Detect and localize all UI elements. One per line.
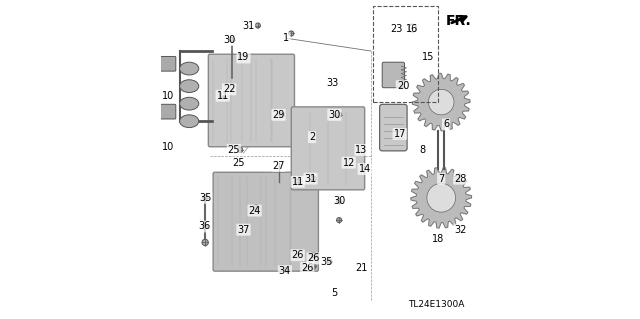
FancyBboxPatch shape [213,172,319,271]
FancyBboxPatch shape [380,104,407,151]
Text: 20: 20 [397,81,409,91]
Text: 29: 29 [273,110,285,120]
Circle shape [337,198,342,204]
Text: 31: 31 [304,174,317,184]
Text: 26: 26 [307,253,320,263]
Circle shape [295,179,300,184]
Text: 35: 35 [320,256,333,267]
Text: 27: 27 [272,161,285,171]
Circle shape [237,147,243,152]
Circle shape [279,112,284,117]
Circle shape [311,253,316,258]
Text: FR.: FR. [445,14,471,28]
Circle shape [230,37,235,42]
Text: 33: 33 [326,78,339,88]
Circle shape [253,205,259,210]
Circle shape [428,89,454,115]
Circle shape [327,259,332,264]
Text: 19: 19 [237,52,250,63]
Text: 2: 2 [309,132,315,142]
Text: 11: 11 [292,177,304,187]
Ellipse shape [180,62,199,75]
Text: 18: 18 [432,234,444,244]
Ellipse shape [180,97,199,110]
Text: 37: 37 [237,225,250,235]
Text: 12: 12 [342,158,355,168]
Ellipse shape [180,80,199,93]
Text: 32: 32 [454,225,467,235]
Text: 21: 21 [355,263,367,273]
Circle shape [337,218,342,223]
Text: 7: 7 [438,174,444,184]
Text: 30: 30 [328,110,340,120]
Text: 26: 26 [291,250,304,260]
Text: 16: 16 [406,24,419,34]
Text: 25: 25 [228,145,240,155]
FancyBboxPatch shape [209,54,294,147]
Text: 5: 5 [332,288,337,298]
Text: 10: 10 [163,91,175,101]
Bar [372,6,438,102]
FancyBboxPatch shape [156,56,176,71]
FancyBboxPatch shape [291,107,365,190]
FancyBboxPatch shape [156,104,176,119]
Circle shape [203,195,208,200]
Circle shape [202,239,209,246]
Text: 24: 24 [248,205,260,216]
Circle shape [337,112,342,117]
Text: 15: 15 [422,52,435,63]
Text: 30: 30 [333,196,345,206]
Polygon shape [411,167,472,228]
Text: 34: 34 [279,266,291,276]
Text: 8: 8 [419,145,425,155]
Text: 28: 28 [454,174,467,184]
Circle shape [203,224,208,229]
Circle shape [311,176,316,181]
Text: 10: 10 [163,142,175,152]
Text: 36: 36 [198,221,211,232]
Text: 17: 17 [394,129,406,139]
Text: 1: 1 [284,33,289,43]
Circle shape [284,267,289,272]
Text: 23: 23 [390,24,403,34]
Text: 14: 14 [358,164,371,174]
Ellipse shape [180,115,199,128]
Text: 35: 35 [199,193,211,203]
Text: TL24E1300A: TL24E1300A [408,300,465,309]
Circle shape [311,264,316,269]
FancyBboxPatch shape [382,62,404,88]
Text: 26: 26 [301,263,314,273]
Text: 13: 13 [355,145,367,155]
Text: 30: 30 [223,35,236,45]
Text: 6: 6 [443,119,449,130]
Text: 25: 25 [232,158,245,168]
Text: 22: 22 [223,84,236,94]
Circle shape [427,183,456,212]
Circle shape [255,23,260,28]
Text: 11: 11 [216,91,229,101]
Polygon shape [413,73,470,131]
Text: 31: 31 [242,20,254,31]
Circle shape [289,31,294,36]
Circle shape [220,93,225,98]
